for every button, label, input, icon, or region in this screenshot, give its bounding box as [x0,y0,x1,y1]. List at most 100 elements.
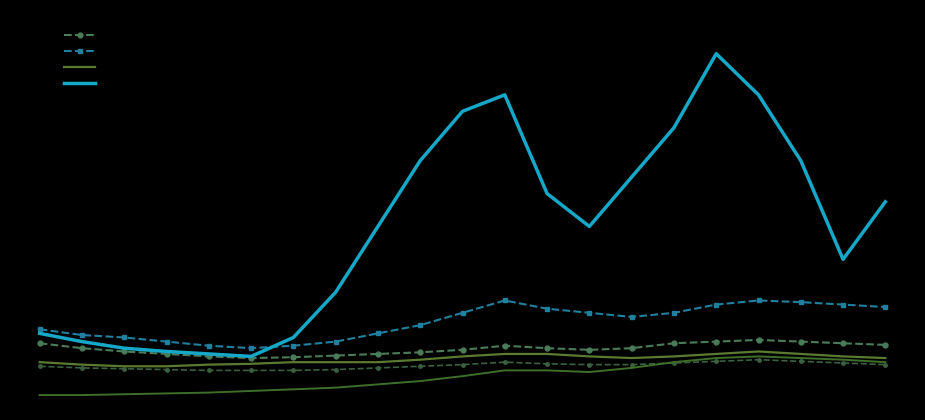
Agric bottom solid [245,388,256,394]
Mining dashed blue [626,315,637,320]
Agric small dashed [245,368,256,373]
Mining solid teal [77,339,88,344]
Mining solid teal [669,125,680,130]
Agric small dashed [796,359,807,364]
Mining solid teal [34,331,45,336]
Agriculture dashed green [161,352,172,357]
Mining dashed blue [837,302,848,307]
Mining dashed blue [34,327,45,332]
Line: Agric bottom solid: Agric bottom solid [40,357,885,395]
Agric bottom solid [457,374,468,379]
Agriculture solid olive [77,362,88,367]
Mining solid teal [837,257,848,262]
Agric bottom solid [161,391,172,396]
Agric bottom solid [118,392,130,397]
Agric bottom solid [204,390,215,395]
Agriculture dashed green [541,346,552,351]
Agric small dashed [457,362,468,367]
Agric bottom solid [584,370,595,375]
Agriculture solid olive [373,360,384,365]
Agric bottom solid [626,365,637,370]
Agriculture solid olive [584,354,595,359]
Agriculture solid olive [541,352,552,357]
Agriculture solid olive [34,360,45,365]
Mining solid teal [500,92,511,97]
Agric small dashed [330,367,341,372]
Agriculture solid olive [710,352,722,357]
Mining solid teal [457,109,468,114]
Mining solid teal [796,158,807,163]
Agriculture dashed green [457,347,468,352]
Agric small dashed [710,359,722,364]
Agriculture dashed green [77,346,88,351]
Agriculture dashed green [330,353,341,358]
Agric small dashed [626,362,637,367]
Mining dashed blue [457,310,468,315]
Agriculture solid olive [837,354,848,359]
Mining dashed blue [161,339,172,344]
Line: Agriculture dashed green: Agriculture dashed green [37,338,888,360]
Mining dashed blue [373,331,384,336]
Agric small dashed [584,362,595,367]
Agric bottom solid [373,382,384,387]
Mining dashed blue [753,298,764,303]
Agric small dashed [414,364,426,369]
Agriculture solid olive [796,352,807,357]
Agric small dashed [77,365,88,370]
Agric small dashed [373,365,384,370]
Mining dashed blue [880,304,891,310]
Agriculture dashed green [204,354,215,359]
Agriculture dashed green [118,349,130,354]
Agriculture dashed green [669,341,680,346]
Agric small dashed [837,360,848,365]
Agric small dashed [500,360,511,365]
Mining solid teal [584,224,595,229]
Agriculture solid olive [880,355,891,360]
Agric bottom solid [880,360,891,365]
Mining solid teal [288,335,299,340]
Agriculture dashed green [880,342,891,347]
Mining dashed blue [288,343,299,348]
Agriculture dashed green [626,346,637,351]
Agric bottom solid [669,360,680,365]
Line: Agric small dashed: Agric small dashed [38,358,887,372]
Mining solid teal [414,158,426,163]
Agriculture solid olive [414,357,426,362]
Mining dashed blue [796,299,807,304]
Agriculture solid olive [330,360,341,365]
Agriculture solid olive [118,364,130,369]
Agriculture solid olive [626,355,637,360]
Mining solid teal [330,290,341,295]
Mining dashed blue [77,333,88,338]
Agriculture dashed green [796,339,807,344]
Mining dashed blue [541,306,552,311]
Line: Mining solid teal: Mining solid teal [40,54,885,357]
Agric bottom solid [414,378,426,383]
Agric small dashed [753,357,764,362]
Agric small dashed [34,364,45,369]
Mining solid teal [118,346,130,351]
Mining dashed blue [330,339,341,344]
Agric small dashed [880,362,891,367]
Agric bottom solid [330,385,341,390]
Mining solid teal [161,349,172,354]
Legend: , , , : , , , [59,26,103,93]
Mining dashed blue [204,343,215,348]
Mining solid teal [626,175,637,180]
Agriculture dashed green [837,341,848,346]
Agriculture dashed green [288,355,299,360]
Agric small dashed [204,368,215,373]
Agric bottom solid [753,354,764,359]
Agriculture dashed green [414,350,426,355]
Mining solid teal [373,224,384,229]
Agric bottom solid [34,393,45,398]
Mining dashed blue [118,335,130,340]
Agriculture dashed green [34,341,45,346]
Agriculture dashed green [500,343,511,348]
Agric bottom solid [541,368,552,373]
Agriculture solid olive [161,364,172,369]
Agric bottom solid [796,355,807,360]
Agric bottom solid [837,357,848,362]
Mining dashed blue [584,310,595,315]
Agriculture solid olive [204,362,215,367]
